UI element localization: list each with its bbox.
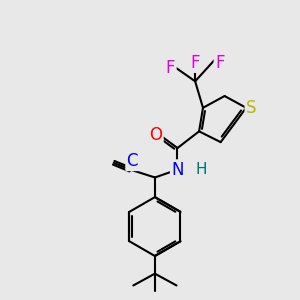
Text: C: C xyxy=(127,152,138,170)
Text: N: N xyxy=(171,160,184,178)
Text: S: S xyxy=(246,99,256,117)
Text: H: H xyxy=(195,162,207,177)
Text: F: F xyxy=(215,54,224,72)
Text: O: O xyxy=(149,126,162,144)
Text: F: F xyxy=(190,54,200,72)
Text: F: F xyxy=(166,58,175,76)
